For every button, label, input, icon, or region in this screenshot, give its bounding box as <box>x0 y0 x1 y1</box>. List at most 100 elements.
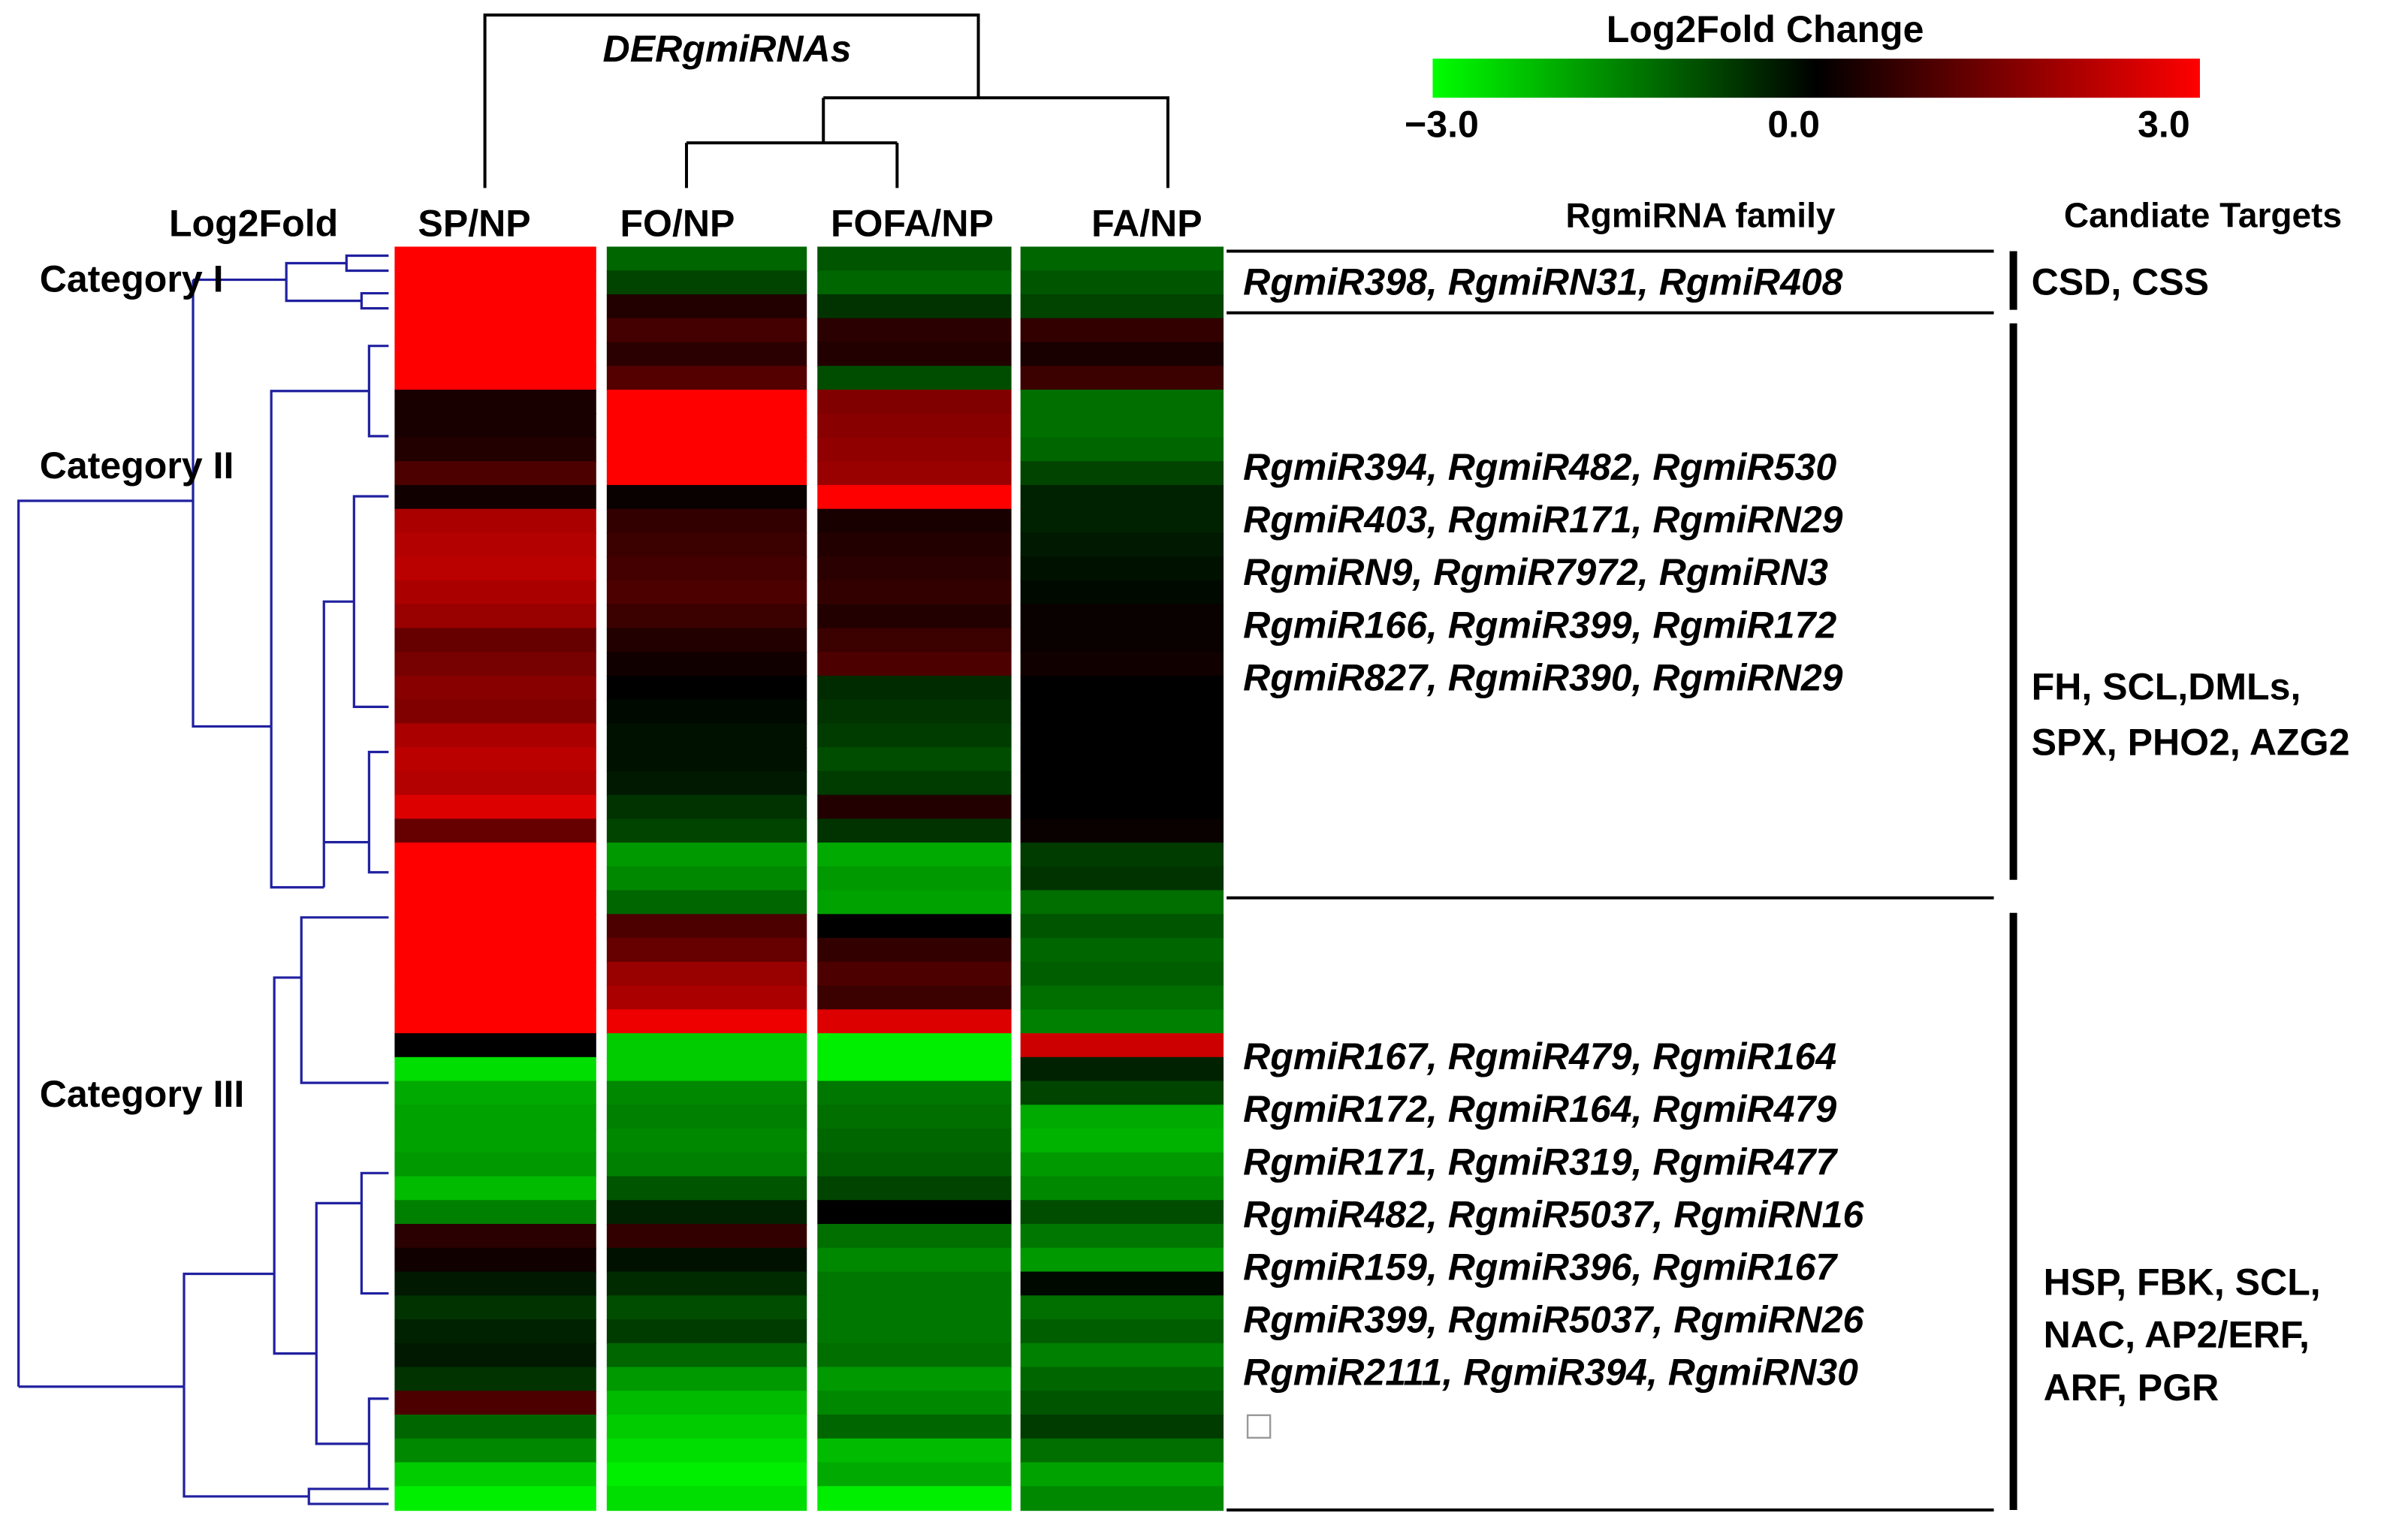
heatmap-cell <box>606 961 807 987</box>
heatmap-cell <box>606 890 807 915</box>
heatmap-cell <box>606 508 807 534</box>
heatmap-cell <box>394 461 596 487</box>
heatmap-cell <box>1020 961 1224 987</box>
heatmap-cell <box>394 580 596 605</box>
category-3-family-line-7: RgmiR2111, RgmiR394, RgmiRN30 <box>1243 1352 1858 1394</box>
heatmap-cell <box>394 1080 596 1106</box>
heatmap-cell <box>1020 1462 1224 1487</box>
heatmap-cell <box>1020 1056 1224 1082</box>
category-2-target-line-1: FH, SCL,DMLs, <box>2032 665 2301 707</box>
heatmap-cell <box>817 866 1012 891</box>
heatmap-cell <box>1020 580 1224 605</box>
heatmap-cell <box>1020 604 1224 629</box>
heatmap-grid <box>394 246 1224 1511</box>
colorbar-tick-mid: 0.0 <box>1767 103 1820 145</box>
heatmap-cell <box>606 675 807 701</box>
heatmap-cell <box>1020 342 1224 367</box>
category-2-family-line-4: RgmiR166, RgmiR399, RgmiR172 <box>1243 604 1836 646</box>
heatmap-cell <box>1020 413 1224 439</box>
heatmap-cell <box>606 1391 807 1416</box>
heatmap-cell <box>606 580 807 605</box>
heatmap-cell <box>817 747 1012 773</box>
heatmap-cell <box>1020 1271 1224 1297</box>
heatmap-cell <box>394 1343 596 1368</box>
row-axis-label: Log2Fold <box>169 202 338 244</box>
heatmap-cell <box>817 842 1012 868</box>
heatmap-cell <box>817 938 1012 963</box>
heatmap-cell <box>1020 914 1224 939</box>
heatmap-cell <box>817 1033 1012 1059</box>
heatmap-cell <box>606 1009 807 1035</box>
category-dividers <box>1227 249 1994 1511</box>
heatmap-cell <box>1020 484 1224 510</box>
heatmap-cell <box>394 1200 596 1225</box>
heatmap-cell <box>606 270 807 296</box>
heatmap-cell <box>606 1224 807 1249</box>
heatmap-cell <box>606 1343 807 1368</box>
category-3-label: Category III <box>40 1073 245 1115</box>
heatmap-cell <box>394 437 596 463</box>
heatmap-cell <box>606 318 807 343</box>
heatmap-cell <box>1020 747 1224 773</box>
heatmap-cell <box>817 461 1012 487</box>
heatmap-cell <box>817 1462 1012 1487</box>
heatmap-cell <box>394 1486 596 1511</box>
heatmap-cell <box>606 484 807 510</box>
heatmap-cell <box>1020 1200 1224 1225</box>
heatmap-cell <box>394 342 596 367</box>
heatmap-cell <box>606 794 807 820</box>
heatmap-cell <box>817 556 1012 582</box>
colorbar-tick-min: −3.0 <box>1405 103 1479 145</box>
heatmap-cell <box>394 1367 596 1392</box>
heatmap-cell <box>1020 1343 1224 1368</box>
heatmap-cell <box>817 818 1012 844</box>
heatmap-cell <box>1020 770 1224 796</box>
heatmap-cell <box>606 1152 807 1177</box>
category-2-family-line-1: RgmiR394, RgmiR482, RgmiR530 <box>1243 446 1836 488</box>
heatmap-cell <box>606 1176 807 1201</box>
category-3-target-line-1: HSP, FBK, SCL, <box>2044 1261 2321 1303</box>
heatmap-cell <box>394 794 596 820</box>
heatmap-cell <box>817 246 1012 272</box>
heatmap-cell <box>817 604 1012 629</box>
heatmap-cell <box>817 1343 1012 1368</box>
heatmap-cell <box>606 1414 807 1439</box>
heatmap-cell <box>1020 985 1224 1011</box>
heatmap-cell <box>1020 675 1224 701</box>
heatmap-cell <box>606 652 807 677</box>
heatmap-cell <box>817 437 1012 463</box>
heatmap-cell <box>394 961 596 987</box>
heatmap-cell <box>394 604 596 629</box>
heatmap-cell <box>1020 1176 1224 1201</box>
column-label-sp-np: SP/NP <box>418 202 530 244</box>
heatmap-cell <box>606 1033 807 1059</box>
heatmap-cell <box>1020 556 1224 582</box>
heatmap-cell <box>1020 1247 1224 1273</box>
heatmap-cell <box>817 508 1012 534</box>
heatmap-cell <box>817 413 1012 439</box>
heatmap-cell <box>394 842 596 868</box>
heatmap-cell <box>606 1319 807 1344</box>
heatmap-cell <box>394 1271 596 1297</box>
heatmap-cell <box>1020 1033 1224 1059</box>
heatmap-cell <box>817 890 1012 915</box>
heatmap-cell <box>1020 437 1224 463</box>
heatmap-cell <box>394 1319 596 1344</box>
heatmap-cell <box>606 818 807 844</box>
heatmap-cell <box>394 1295 596 1321</box>
heatmap-cell <box>817 723 1012 749</box>
category-3-family-line-4: RgmiR482, RgmiR5037, RgmiRN16 <box>1243 1193 1864 1235</box>
category-3-family-line-5: RgmiR159, RgmiR396, RgmiR167 <box>1243 1246 1838 1288</box>
heatmap-cell <box>817 1009 1012 1035</box>
heatmap-cell <box>394 532 596 558</box>
heatmap-cell <box>394 628 596 653</box>
heatmap-cell <box>817 1319 1012 1344</box>
category-3-target-line-3: ARF, PGR <box>2044 1367 2219 1409</box>
empty-checkbox-glyph <box>1246 1414 1272 1439</box>
column-label-fofa-np: FOFA/NP <box>831 202 994 244</box>
heatmap-cell <box>1020 1080 1224 1106</box>
category-2-family-line-2: RgmiR403, RgmiR171, RgmiRN29 <box>1243 499 1843 541</box>
heatmap-cell <box>817 961 1012 987</box>
heatmap-cell <box>817 1295 1012 1321</box>
